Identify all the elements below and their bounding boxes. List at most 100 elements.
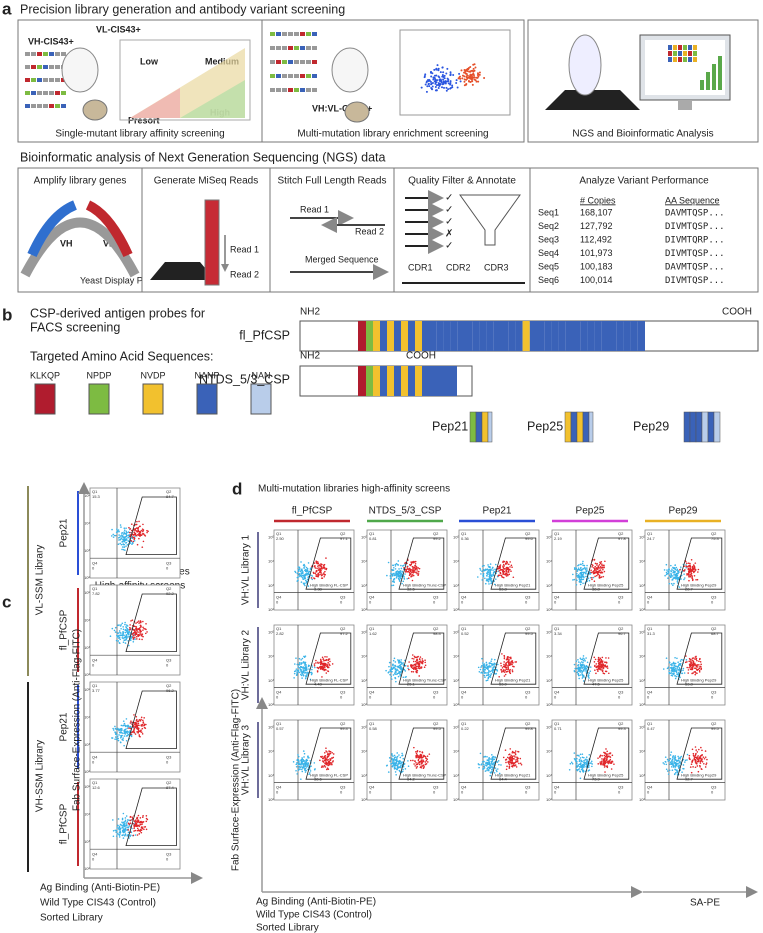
cell-dot xyxy=(696,672,698,674)
cell-dot xyxy=(509,758,511,760)
cell-dot xyxy=(705,750,707,752)
cell-dot xyxy=(127,544,129,546)
cell-dot xyxy=(688,570,690,572)
cell-dot xyxy=(423,760,425,762)
motif-swatch xyxy=(197,384,217,414)
cell-dot xyxy=(582,582,584,584)
cell-dot xyxy=(680,578,682,580)
cell-dot xyxy=(578,768,580,770)
table-cell: Seq4 xyxy=(538,248,559,258)
cell-dot xyxy=(592,571,594,573)
cell-dot xyxy=(305,678,307,680)
construct-segment xyxy=(580,321,587,351)
cell-dot xyxy=(580,778,582,780)
cell-dot xyxy=(138,734,140,736)
axis-decade: 10⁵ xyxy=(639,629,645,634)
cell-dot xyxy=(402,664,404,666)
cell-dot xyxy=(297,754,299,756)
cell-dot xyxy=(665,761,667,763)
cell-dot xyxy=(576,769,578,771)
cell-dot xyxy=(700,747,702,749)
cell-dot xyxy=(119,836,121,838)
cell-dot xyxy=(435,68,437,70)
cell-dot xyxy=(407,566,409,568)
construct-segment xyxy=(559,321,566,351)
cell-dot xyxy=(431,72,433,74)
cell-dot xyxy=(327,759,329,761)
cell-dot xyxy=(121,541,123,543)
construct-segment xyxy=(358,366,366,396)
construct-segment xyxy=(479,321,486,351)
cell-dot xyxy=(400,757,402,759)
cell-dot xyxy=(125,527,127,529)
cell-dot xyxy=(671,670,673,672)
quadrant-value: 97.8 xyxy=(618,536,627,541)
cell-dot xyxy=(399,660,401,662)
cell-dot xyxy=(488,581,490,583)
cell-dot xyxy=(316,667,318,669)
cell-dot xyxy=(671,760,673,762)
cell-dot xyxy=(588,766,590,768)
cell-dot xyxy=(308,573,310,575)
cell-dot xyxy=(578,678,580,680)
cell-dot xyxy=(504,669,506,671)
cell-dot xyxy=(417,571,419,573)
cell-dot xyxy=(411,658,413,660)
construct-segment xyxy=(631,321,638,351)
motif-name: KLKQP xyxy=(30,370,60,380)
cell-dot xyxy=(676,657,678,659)
dna-segment xyxy=(49,52,54,56)
cell-dot xyxy=(492,569,494,571)
box-label: VL-CIS43+ xyxy=(96,24,141,34)
cell-dot xyxy=(482,672,484,674)
column-label: NTDS_5/3_CSP xyxy=(369,506,442,517)
gate-value: 53.8 xyxy=(499,586,508,591)
cell-dot xyxy=(511,565,513,567)
cell-dot xyxy=(399,771,401,773)
cell-dot xyxy=(413,575,415,577)
cell-dot xyxy=(520,758,522,760)
cell-dot xyxy=(432,78,434,80)
axis-decade: 10⁴ xyxy=(268,654,274,659)
cell-dot xyxy=(324,752,326,754)
quadrant-value: 99.5 xyxy=(433,726,442,731)
cell-dot xyxy=(671,583,673,585)
cell-dot xyxy=(591,760,593,762)
cell-dot xyxy=(582,561,584,563)
cell-dot xyxy=(477,576,479,578)
cell-dot xyxy=(518,763,520,765)
cell-dot xyxy=(506,768,508,770)
cell-dot xyxy=(579,766,581,768)
cell-dot xyxy=(306,676,308,678)
cell-dot xyxy=(131,732,133,734)
cell-dot xyxy=(298,574,300,576)
cell-dot xyxy=(594,566,596,568)
cell-dot xyxy=(123,813,125,815)
box-caption: Single-mutant library affinity screening xyxy=(55,129,224,140)
cell-dot xyxy=(459,76,461,78)
cell-dot xyxy=(304,769,306,771)
heatmap-cell xyxy=(668,51,672,56)
cell-dot xyxy=(484,663,486,665)
cell-dot xyxy=(326,764,328,766)
cell-dot xyxy=(585,657,587,659)
cell-dot xyxy=(140,633,142,635)
cell-dot xyxy=(133,531,135,533)
table-cell: Seq3 xyxy=(538,234,559,244)
cell-dot xyxy=(676,669,678,671)
cell-dot xyxy=(512,766,514,768)
cell-dot xyxy=(491,771,493,773)
cell-dot xyxy=(485,770,487,772)
cell-dot xyxy=(706,762,708,764)
cell-dot xyxy=(144,723,146,725)
cell-dot xyxy=(681,659,683,661)
cell-dot xyxy=(699,758,701,760)
table-header: # Copies xyxy=(580,195,616,205)
cell-dot xyxy=(675,678,677,680)
cell-dot xyxy=(300,561,302,563)
cell-dot xyxy=(610,756,612,758)
cell-dot xyxy=(480,669,482,671)
cell-dot xyxy=(137,530,139,532)
cell-dot xyxy=(322,577,324,579)
cell-dot xyxy=(598,659,600,661)
